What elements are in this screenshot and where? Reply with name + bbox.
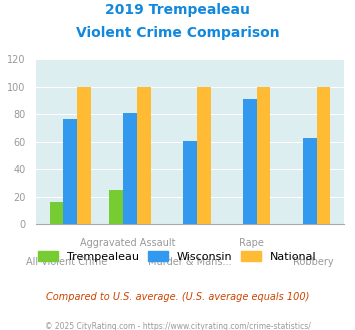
Bar: [50, 202, 63, 224]
Text: Murder & Mans...: Murder & Mans...: [148, 257, 232, 267]
Bar: [257, 87, 271, 224]
Text: Compared to U.S. average. (U.S. average equals 100): Compared to U.S. average. (U.S. average …: [46, 292, 309, 302]
Bar: [109, 190, 123, 224]
Text: Rape: Rape: [239, 238, 264, 248]
Text: Violent Crime Comparison: Violent Crime Comparison: [76, 26, 279, 40]
Text: Aggravated Assault: Aggravated Assault: [80, 238, 176, 248]
Bar: [197, 87, 211, 224]
Text: 2019 Trempealeau: 2019 Trempealeau: [105, 3, 250, 17]
Bar: [123, 113, 137, 224]
Bar: [303, 138, 317, 224]
Bar: [317, 87, 330, 224]
Text: All Violent Crime: All Violent Crime: [26, 257, 107, 267]
Bar: [63, 118, 77, 224]
Text: Robbery: Robbery: [293, 257, 334, 267]
Bar: [183, 141, 197, 224]
Text: © 2025 CityRating.com - https://www.cityrating.com/crime-statistics/: © 2025 CityRating.com - https://www.city…: [45, 322, 310, 330]
Bar: [243, 99, 257, 224]
Legend: Trempealeau, Wisconsin, National: Trempealeau, Wisconsin, National: [34, 247, 321, 267]
Bar: [137, 87, 151, 224]
Bar: [77, 87, 91, 224]
